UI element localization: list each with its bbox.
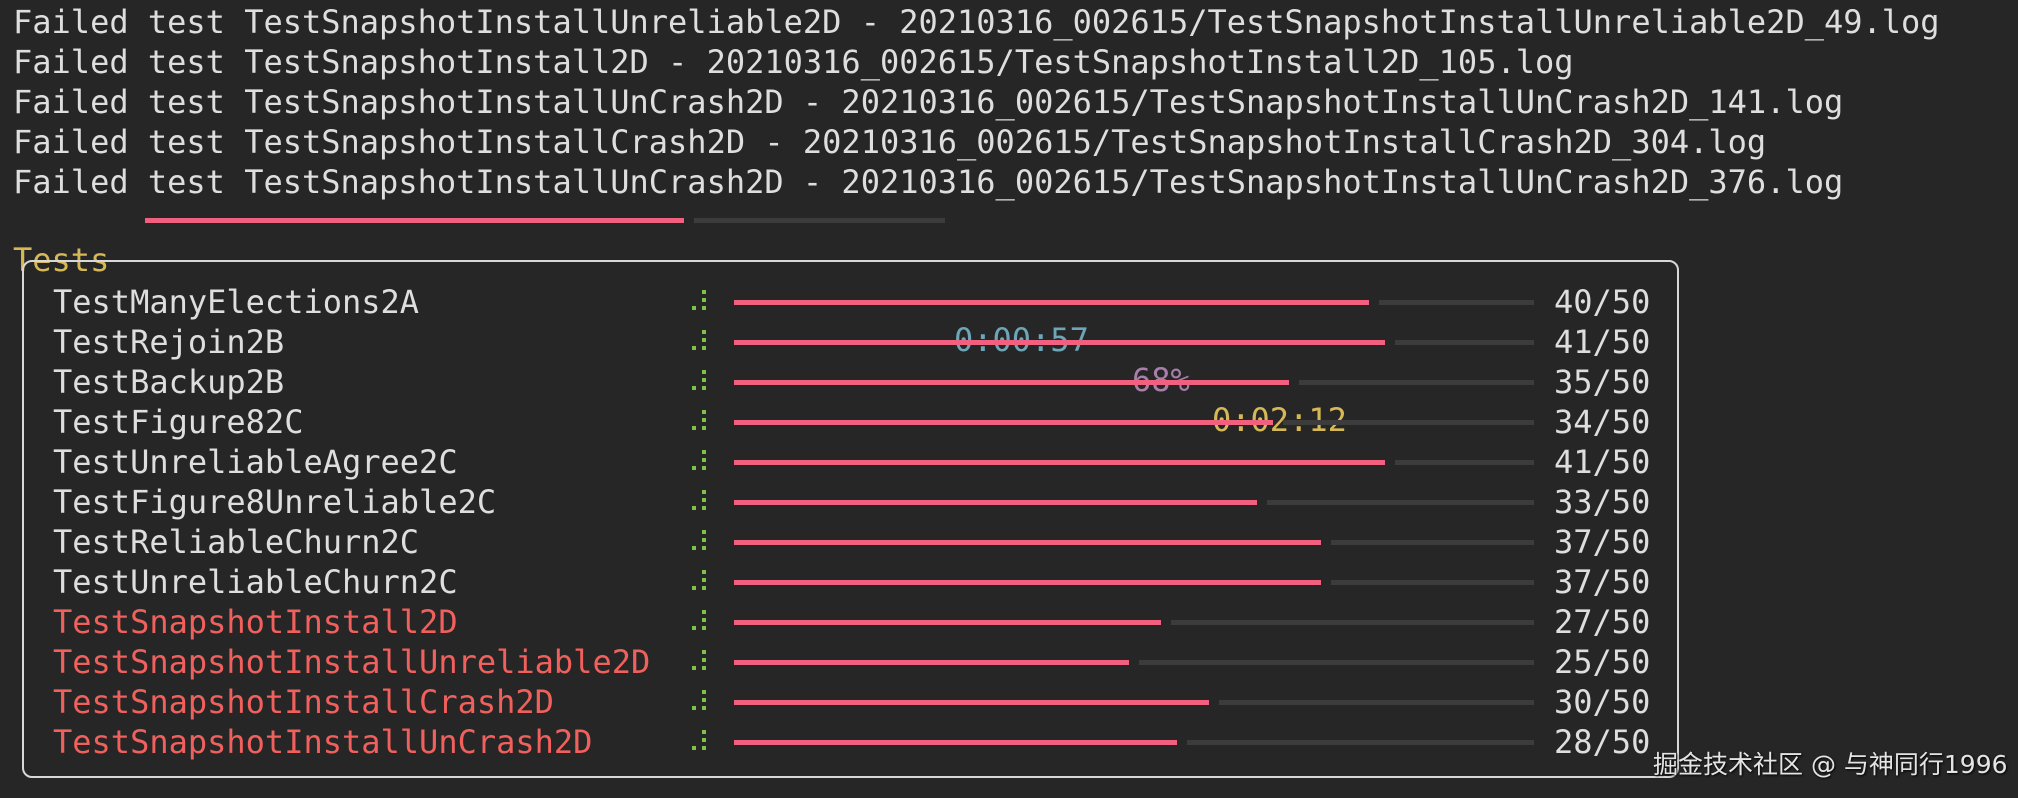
- test-progress-bar: [734, 460, 1534, 465]
- spinner-icon: [692, 610, 708, 634]
- test-name: TestSnapshotInstallUnreliable2D: [53, 643, 651, 681]
- test-progress-track: [1379, 300, 1534, 305]
- test-row: TestSnapshotInstallUnCrash2D 28/50: [24, 722, 1677, 762]
- test-progress-track: [1171, 620, 1534, 625]
- test-progress-fill: [734, 700, 1209, 705]
- spinner-icon: [692, 330, 708, 354]
- test-progress-fill: [734, 740, 1177, 745]
- test-row: TestRejoin2B 41/50: [24, 322, 1677, 362]
- test-progress-track: [1299, 380, 1534, 385]
- test-progress-fill: [734, 620, 1161, 625]
- test-row: TestBackup2B 35/50: [24, 362, 1677, 402]
- test-name: TestManyElections2A: [53, 283, 420, 321]
- test-count: 37/50: [1554, 523, 1651, 561]
- test-row: TestFigure82C 34/50: [24, 402, 1677, 442]
- test-count: 28/50: [1554, 723, 1651, 761]
- overall-progress-track: [694, 218, 945, 223]
- spinner-icon: [692, 530, 708, 554]
- test-name: TestUnreliableAgree2C: [53, 443, 458, 481]
- test-name: TestFigure82C: [53, 403, 304, 441]
- test-progress-fill: [734, 340, 1385, 345]
- test-progress-bar: [734, 620, 1534, 625]
- spinner-icon: [692, 290, 708, 314]
- spinner-icon: [692, 370, 708, 394]
- test-progress-bar: [734, 300, 1534, 305]
- test-progress-bar: [734, 340, 1534, 345]
- test-progress-track: [1187, 740, 1534, 745]
- test-progress-track: [1395, 340, 1534, 345]
- overall-progress: Tests 0:00:57 68% 0:02:12: [13, 200, 1513, 439]
- test-count: 41/50: [1554, 443, 1651, 481]
- test-name: TestBackup2B: [53, 363, 285, 401]
- test-progress-fill: [734, 660, 1129, 665]
- test-name: TestFigure8Unreliable2C: [53, 483, 497, 521]
- watermark: 掘金技术社区 @ 与神同行1996: [1653, 750, 2008, 779]
- test-progress-track: [1331, 540, 1534, 545]
- test-progress-track: [1395, 460, 1534, 465]
- test-count: 27/50: [1554, 603, 1651, 641]
- test-progress-bar: [734, 500, 1534, 505]
- test-row: TestSnapshotInstallCrash2D 30/50: [24, 682, 1677, 722]
- log-line: Failed test TestSnapshotInstallUnreliabl…: [13, 3, 1940, 41]
- log-line: Failed test TestSnapshotInstallUnCrash2D…: [13, 83, 1844, 121]
- test-progress-bar: [734, 420, 1534, 425]
- log-line: Failed test TestSnapshotInstallUnCrash2D…: [13, 163, 1844, 201]
- test-progress-fill: [734, 420, 1273, 425]
- test-name: TestSnapshotInstallCrash2D: [53, 683, 554, 721]
- test-name: TestUnreliableChurn2C: [53, 563, 458, 601]
- test-name: TestRejoin2B: [53, 323, 285, 361]
- test-progress-bar: [734, 580, 1534, 585]
- test-row: TestManyElections2A 40/50: [24, 282, 1677, 322]
- test-row: TestSnapshotInstallUnreliable2D 25/50: [24, 642, 1677, 682]
- spinner-icon: [692, 450, 708, 474]
- test-progress-track: [1219, 700, 1534, 705]
- test-count: 30/50: [1554, 683, 1651, 721]
- test-progress-bar: [734, 660, 1534, 665]
- test-progress-track: [1139, 660, 1534, 665]
- test-progress-fill: [734, 460, 1385, 465]
- test-progress-panel: TestManyElections2A 40/50 TestRejoin2B 41/5…: [22, 260, 1679, 778]
- test-progress-fill: [734, 300, 1369, 305]
- test-count: 37/50: [1554, 563, 1651, 601]
- log-line: Failed test TestSnapshotInstall2D - 2021…: [13, 43, 1574, 81]
- test-progress-bar: [734, 700, 1534, 705]
- spinner-icon: [692, 690, 708, 714]
- test-count: 25/50: [1554, 643, 1651, 681]
- test-progress-fill: [734, 500, 1257, 505]
- spinner-icon: [692, 570, 708, 594]
- test-name: TestSnapshotInstallUnCrash2D: [53, 723, 593, 761]
- test-progress-fill: [734, 380, 1289, 385]
- spinner-icon: [692, 650, 708, 674]
- test-row: TestFigure8Unreliable2C 33/50: [24, 482, 1677, 522]
- test-progress-track: [1331, 580, 1534, 585]
- spinner-icon: [692, 490, 708, 514]
- overall-progress-bar: [145, 218, 945, 223]
- test-count: 34/50: [1554, 403, 1651, 441]
- spinner-icon: [692, 730, 708, 754]
- test-progress-bar: [734, 740, 1534, 745]
- log-line: Failed test TestSnapshotInstallCrash2D -…: [13, 123, 1767, 161]
- test-progress-fill: [734, 540, 1321, 545]
- test-row: TestSnapshotInstall2D 27/50: [24, 602, 1677, 642]
- test-progress-bar: [734, 540, 1534, 545]
- spinner-icon: [692, 410, 708, 434]
- test-row: TestUnreliableChurn2C 37/50: [24, 562, 1677, 602]
- test-row: TestReliableChurn2C 37/50: [24, 522, 1677, 562]
- test-row: TestUnreliableAgree2C 41/50: [24, 442, 1677, 482]
- test-progress-track: [1283, 420, 1534, 425]
- test-count: 33/50: [1554, 483, 1651, 521]
- test-name: TestSnapshotInstall2D: [53, 603, 458, 641]
- test-progress-fill: [734, 580, 1321, 585]
- test-progress-bar: [734, 380, 1534, 385]
- test-count: 35/50: [1554, 363, 1651, 401]
- test-progress-track: [1267, 500, 1534, 505]
- test-count: 40/50: [1554, 283, 1651, 321]
- test-count: 41/50: [1554, 323, 1651, 361]
- test-name: TestReliableChurn2C: [53, 523, 420, 561]
- overall-progress-fill: [145, 218, 684, 223]
